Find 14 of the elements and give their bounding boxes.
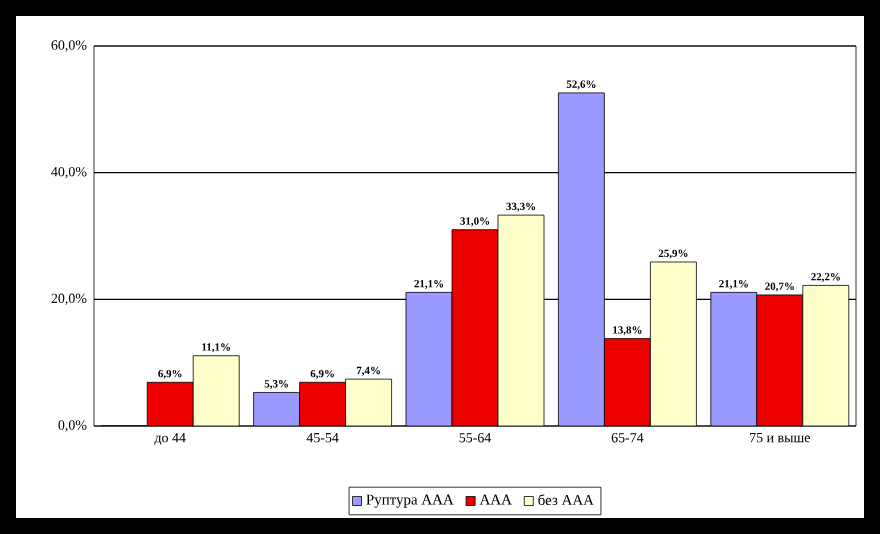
bar: [497, 214, 545, 426]
bar: [192, 355, 240, 426]
bar: [710, 291, 758, 426]
bar: [405, 291, 453, 426]
bar: [604, 338, 651, 426]
bar: [650, 261, 697, 426]
bar: [756, 294, 804, 426]
bar: [451, 229, 499, 426]
bar: [299, 381, 346, 426]
bar: [146, 381, 194, 426]
bar: [558, 92, 605, 426]
bar: [345, 378, 392, 426]
bar: [253, 392, 300, 426]
bar: [802, 285, 850, 426]
